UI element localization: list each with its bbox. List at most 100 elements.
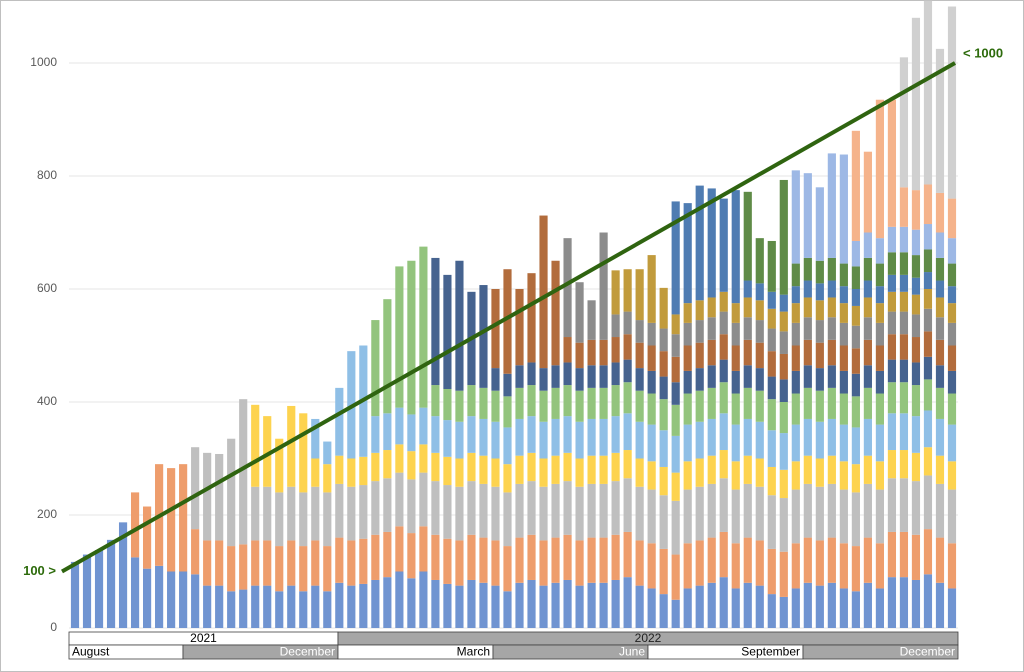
bar-segment [803,339,812,366]
bar-segment [659,548,668,595]
bar-segment [815,283,824,301]
bar-segment [755,421,764,459]
bar-segment [815,260,824,284]
bar-segment [791,424,800,462]
bar-segment [731,322,740,346]
bar-segment [839,424,848,462]
bar-segment [503,492,512,547]
bar-segment [827,257,836,281]
bar-segment [623,413,632,451]
bar-segment [635,342,644,369]
bar-segment [347,458,356,487]
bar-segment [803,483,812,538]
bar-segment [287,540,296,586]
bar-segment [311,540,320,586]
bar-segment [431,534,440,580]
bar-segment [875,345,884,371]
bar-segment [767,548,776,595]
bar-segment [587,387,596,419]
bar-segment [923,379,933,411]
bar-segment [467,481,476,535]
bar-segment [743,387,752,419]
bar-segment [695,585,704,628]
bar-segment [623,359,632,383]
bar-segment [515,365,524,388]
bar-segment [191,447,200,530]
bar-segment [575,390,584,422]
bar-segment [851,130,860,241]
bar-segment [527,385,536,417]
bar-segment [671,435,680,473]
bar-segment [251,404,260,487]
bar-segment [791,286,800,304]
bar-segment [755,283,764,301]
bar-segment [851,464,860,493]
bar-segment [815,342,824,369]
bar-segment [263,486,272,541]
bar-segment [671,472,680,501]
bar-segment [899,413,909,451]
bar-segment [599,418,608,456]
bar-segment [719,359,728,383]
bar-segment [695,300,704,321]
bar-segment [371,416,380,453]
bar-segment [659,328,668,352]
bar-segment [407,533,416,579]
bar-segment [779,179,788,295]
bar-segment [839,461,848,490]
bar-segment [239,589,248,628]
bar-segment [695,390,704,422]
bar-segment [947,345,957,371]
trend-end-label: < 1000 [963,45,1003,60]
bar-segment [359,583,368,628]
bar-segment [911,17,921,191]
bar-segment [611,362,620,386]
bar-segment [431,257,440,386]
bar-segment [731,489,740,544]
bar-segment [503,546,512,592]
year-label: 2021 [190,631,217,645]
bar-segment [827,339,836,366]
bar-segment [899,478,909,532]
bar-segment [563,579,572,628]
bar-segment [383,450,392,479]
bar-segment [923,529,933,575]
bar-segment [263,540,272,586]
bar-segment [767,399,776,431]
bar-segment [623,531,632,578]
bar-segment [887,359,897,383]
bar-segment [719,531,728,578]
bar-segment [875,286,884,304]
bar-segment [587,365,596,388]
bar-segment [851,373,860,397]
bar-segment [683,424,692,462]
bar-segment [563,238,572,338]
month-label: December [900,645,955,659]
bar-segment [791,263,800,287]
bar-segment [479,455,488,484]
bar-segment [791,489,800,544]
bar-segment [707,582,716,628]
bar-segment [947,198,957,239]
bar-segment [731,345,740,371]
bar-segment [899,291,909,312]
trend-start-label: 100 > [23,563,56,578]
bar-segment [827,297,836,318]
bar-segment [755,390,764,422]
bar-segment [515,387,524,419]
bar-segment [947,370,957,394]
bar-segment [563,362,572,386]
bar-segment [671,554,680,600]
bar-segment [575,585,584,628]
bar-segment [767,240,776,292]
bar-segment [551,418,560,456]
bar-segment [263,416,272,487]
bar-segment [815,421,824,459]
bar-segment [899,531,909,578]
bar-segment [479,483,488,538]
bar-segment [551,483,560,538]
bar-segment [935,365,945,388]
bar-segment [587,300,596,340]
bar-segment [635,320,644,343]
bar-segment [731,303,740,323]
